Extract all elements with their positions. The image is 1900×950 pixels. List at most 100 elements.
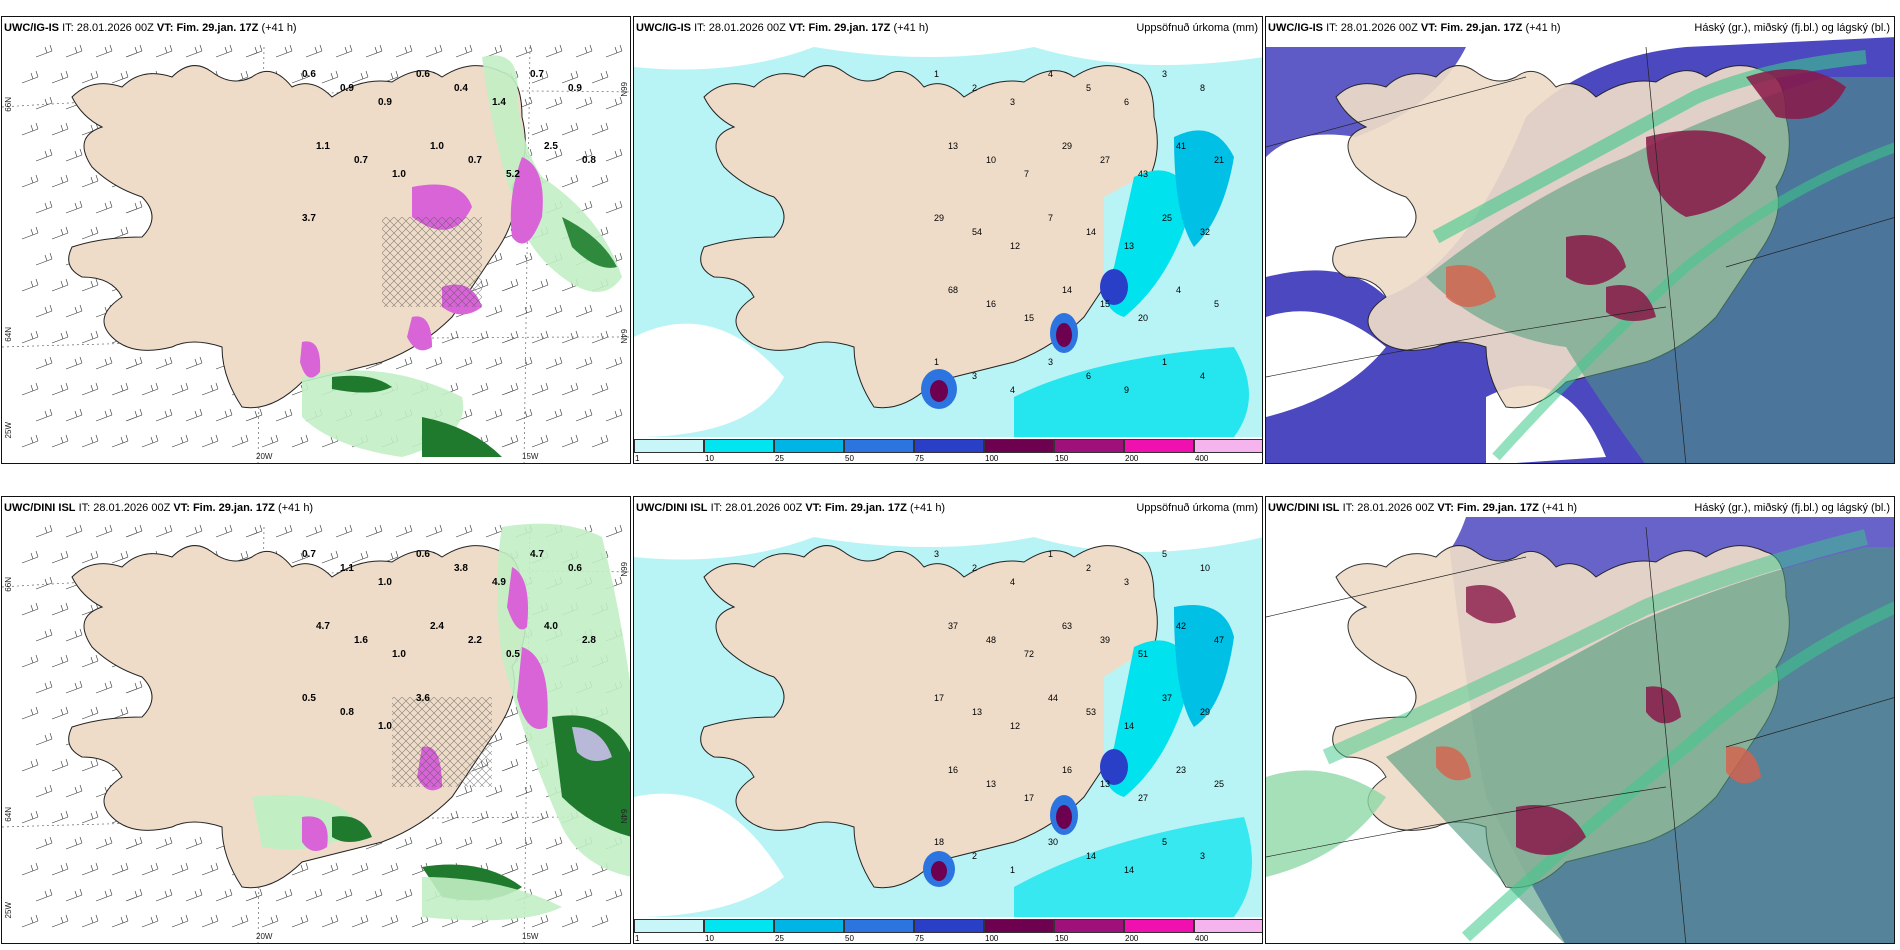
wind-barb [81,654,99,668]
wind-barb [291,434,309,448]
value-label: 13 [972,707,982,717]
wind-barb [125,408,143,422]
map-canvas [1266,37,1894,463]
wind-barb [185,408,203,422]
value-labels: 0.6 0.9 0.9 0.6 0.4 1.4 0.7 0.9 1.1 0.7 1.0 1.0 0.7 5… [302,69,596,224]
value-label: 27 [1100,155,1110,165]
value-label: 4.0 [544,621,558,632]
iceland-landmass [700,545,1158,889]
value-label: 1.0 [392,649,406,660]
value-label: 37 [948,621,958,631]
value-label: 13 [1124,241,1134,251]
wind-barb [545,148,563,162]
value-label: 4 [1048,69,1053,79]
wind-barb [65,200,83,214]
wind-barb [111,914,129,928]
wind-barb [591,122,609,136]
wind-barb [381,862,399,876]
wind-barb [531,278,549,292]
lat-label-64n: 64N [4,807,13,822]
colorbar-tick-label: 150 [1055,454,1069,463]
wind-barb [561,862,579,876]
wind-barb [65,628,83,642]
colorbar-swatch [984,919,1054,933]
wind-barb [95,200,113,214]
value-label: 12 [1010,241,1020,251]
value-label: 3 [1048,357,1053,367]
wind-barb [245,888,263,902]
value-label: 0.5 [506,649,520,660]
wind-barb [485,356,503,370]
wind-barb [51,706,69,720]
wind-barb [501,278,519,292]
wind-barb [351,914,369,928]
wind-barb [605,304,623,318]
graticule [1266,526,1894,943]
value-label: 14 [1124,865,1134,875]
map-canvas: 0.7 1.1 1.0 0.6 3.8 4.9 4.7 0.6 4.7 1.6 1.0 2.4 2.2 0… [2,523,630,943]
precip-heavy [923,749,1128,887]
wind-barb [575,44,593,58]
colorbar-swatch [634,439,704,453]
wind-barb [605,356,623,370]
value-label: 2 [972,851,977,861]
value-label: 1.0 [430,141,444,152]
wind-barb [21,862,39,876]
wind-barb [291,550,309,564]
wind-barb [95,888,113,902]
wind-barb [425,44,443,58]
colorbar-swatch [914,919,984,933]
value-label: 16 [948,765,958,775]
wind-barb [515,356,533,370]
value-label: 4.7 [530,549,544,560]
value-label: 32 [1200,227,1210,237]
colorbar-tick-label: 1 [635,934,640,943]
wind-barb [35,628,53,642]
green-precip [302,55,622,457]
wind-barb [275,524,293,538]
colorbar-swatch [1194,919,1262,933]
colorbar-tick-label: 1 [635,454,640,463]
colorbar-swatch [1124,919,1194,933]
lat-label-66n: 66N [4,97,13,112]
value-label: 0.7 [468,155,482,166]
wind-barb [261,434,279,448]
wind-barb [605,96,623,110]
value-label: 13 [1100,779,1110,789]
colorbar-swatch [774,439,844,453]
panel-header: UWC/IG-IS IT: 28.01.2026 00Z VT: Fim. 29… [4,20,626,36]
value-label: 48 [986,635,996,645]
it-label: IT: [1342,502,1355,514]
value-label: 72 [1024,649,1034,659]
it-label: IT: [694,22,706,34]
vt-value: Fim. 29.jan. 17Z [808,22,891,34]
value-label: 0.8 [340,707,354,718]
value-label: 0.7 [354,155,368,166]
model-name: UWC/IG-IS [636,22,691,34]
wind-barb [365,888,383,902]
value-label: 13 [948,141,958,151]
value-label: 1.6 [354,635,368,646]
colorbar: 1 10 25 50 75 100 150 200 400 [634,917,1262,943]
value-label: 0.7 [530,69,544,80]
wind-barb [275,408,293,422]
model-name: UWC/DINI ISL [4,502,76,514]
panel-ig-is-clouds: UWC/IG-IS IT: 28.01.2026 00Z VT: Fim. 29… [1265,16,1895,464]
wind-barb [485,408,503,422]
wind-barb [51,278,69,292]
value-label: 0.6 [416,549,430,560]
wind-barb [125,524,143,538]
colorbar-tick-label: 75 [915,454,924,463]
wind-barb [425,524,443,538]
it-label: IT: [710,502,723,514]
wind-barb [545,304,563,318]
value-label: 5 [1086,83,1091,93]
wind-barb [81,278,99,292]
wind-barb [35,356,53,370]
value-label: 10 [1200,563,1210,573]
value-label: 21 [1214,155,1224,165]
value-label: 14 [1086,227,1096,237]
wind-barb [605,408,623,422]
lead-time: (+41 h) [909,502,946,514]
colorbar-swatch [774,919,844,933]
